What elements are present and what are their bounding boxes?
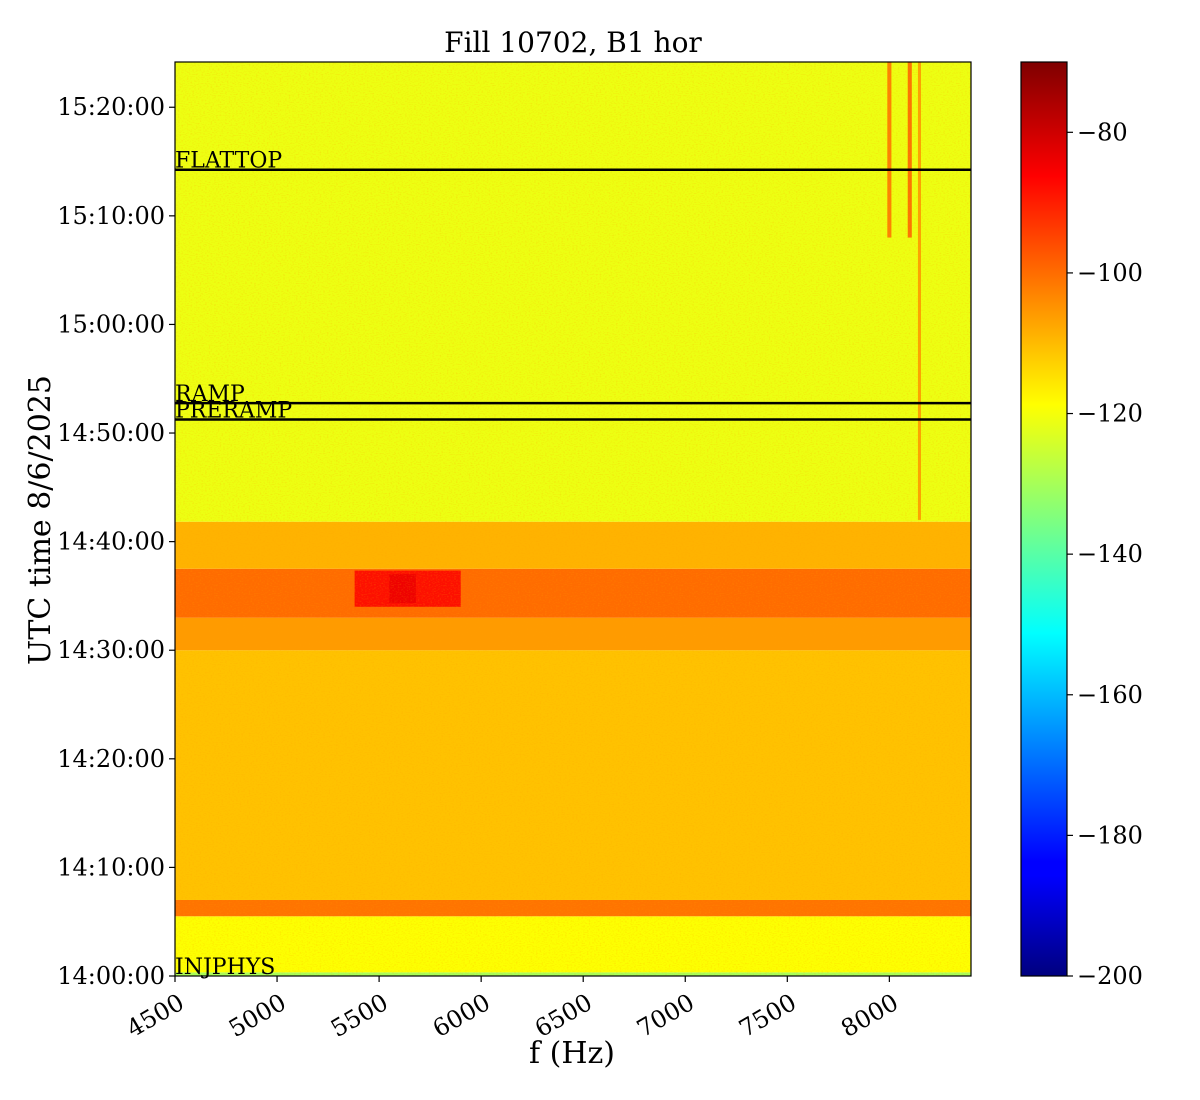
y-axis-label: UTC time 8/6/2025 (23, 375, 58, 665)
plot-area (175, 62, 971, 976)
x-tick-label: 5500 (326, 988, 393, 1043)
colorbar-ticks: −80 −100 −120 −140 −160 −180 −200 (1067, 118, 1143, 990)
x-axis-ticks: 4500 5000 5500 6000 6500 7000 7500 8000 (122, 976, 903, 1043)
x-axis-label: f (Hz) (529, 1036, 615, 1071)
event-label: PRERAMP (175, 398, 292, 423)
colorbar-tick-label: −180 (1077, 821, 1143, 849)
y-tick-label: 14:10:00 (57, 853, 165, 881)
colorbar-tick-label: −120 (1077, 400, 1143, 428)
x-tick-label: 6500 (530, 988, 597, 1043)
x-tick-label: 4500 (122, 988, 189, 1043)
event-label: FLATTOP (175, 149, 282, 174)
noise-texture (175, 62, 971, 976)
colorbar-tick-label: −100 (1077, 259, 1143, 287)
y-axis-ticks: 14:00:00 14:10:00 14:20:00 14:30:00 14:40:00… (57, 93, 175, 990)
y-tick-label: 15:20:00 (57, 93, 165, 121)
y-tick-label: 14:20:00 (57, 745, 165, 773)
x-tick-label: 7000 (632, 988, 699, 1043)
x-tick-label: 5000 (224, 988, 291, 1043)
event-label: RAMP (175, 382, 245, 407)
plot-frame (174, 61, 972, 977)
colorbar (1020, 61, 1068, 977)
y-tick-label: 15:00:00 (57, 310, 165, 338)
y-tick-label: 15:10:00 (57, 202, 165, 230)
y-tick-label: 14:30:00 (57, 636, 165, 664)
colorbar-tick-label: −80 (1077, 118, 1128, 146)
x-tick-label: 8000 (836, 988, 903, 1043)
y-tick-label: 14:40:00 (57, 528, 165, 556)
y-tick-label: 14:50:00 (57, 419, 165, 447)
y-tick-label: 14:00:00 (57, 962, 165, 990)
x-tick-label: 6000 (428, 988, 495, 1043)
x-tick-label: 7500 (734, 988, 801, 1043)
colorbar-tick-label: −140 (1077, 540, 1143, 568)
colorbar-tick-label: −200 (1077, 962, 1143, 990)
colorbar-tick-label: −160 (1077, 681, 1143, 709)
chart-title: Fill 10702, B1 hor (444, 26, 702, 59)
